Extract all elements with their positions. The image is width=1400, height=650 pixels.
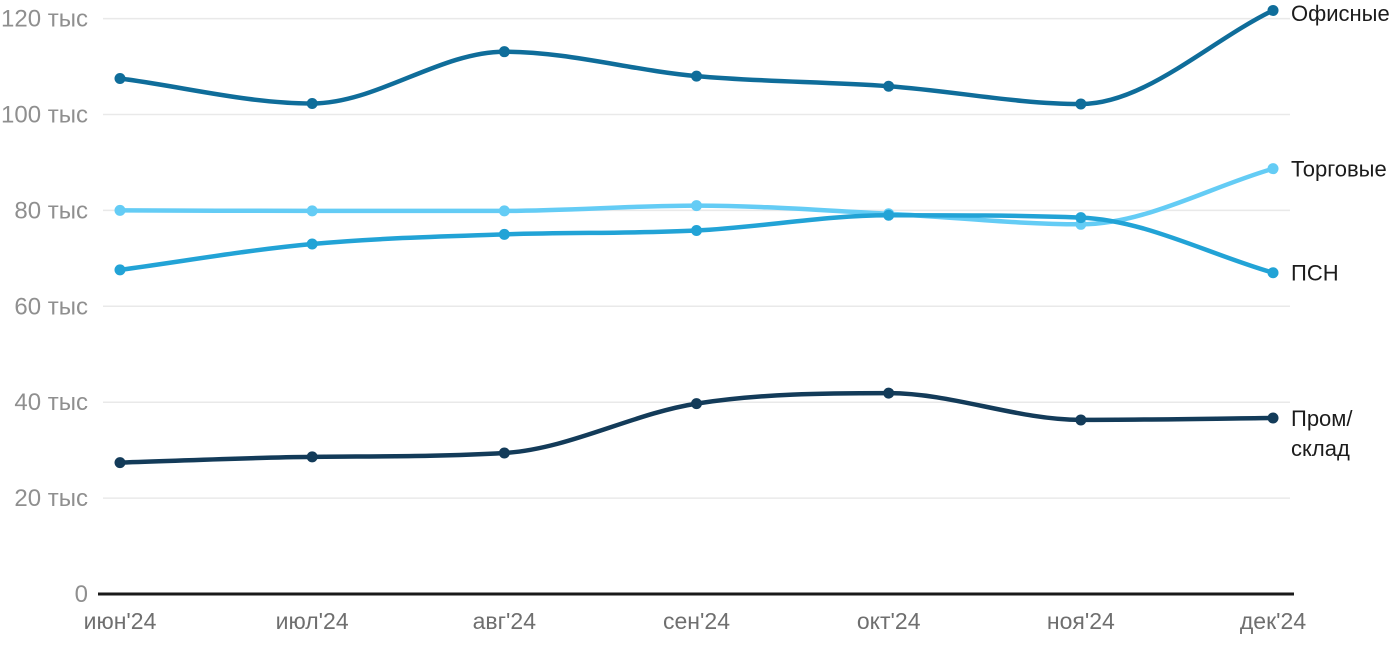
y-tick-label-80: 80 тыс — [14, 197, 88, 224]
series-point-industrial-5 — [1075, 414, 1087, 426]
series-psn: ПСН — [114, 209, 1339, 286]
y-tick-label-40: 40 тыс — [14, 389, 88, 416]
series-point-offices-4 — [883, 80, 895, 92]
series-point-industrial-1 — [306, 451, 318, 463]
series-point-psn-5 — [1075, 212, 1087, 224]
x-tick-label-5: ноя'24 — [1047, 608, 1115, 634]
series-point-psn-1 — [306, 238, 318, 250]
y-tick-label-0: 0 — [75, 581, 88, 608]
x-axis-tick-labels: июн'24 июл'24 авг'24 сен'24 окт'24 ноя'24 дек'… — [84, 608, 1307, 634]
y-axis-tick-labels: 120 тыс 100 тыс 80 тыс 60 тыс 40 тыс 20 тыс 0 — [1, 6, 88, 608]
series-point-offices-0 — [114, 73, 126, 85]
x-tick-label-3: сен'24 — [663, 608, 730, 634]
series-point-psn-0 — [114, 264, 126, 276]
series-point-offices-2 — [498, 46, 510, 58]
series-industrial: Пром/склад — [114, 387, 1353, 469]
series-point-retail-6 — [1267, 163, 1279, 175]
series-point-industrial-6 — [1267, 412, 1279, 424]
series-end-label-industrial-line2: склад — [1291, 436, 1350, 461]
x-tick-label-0: июн'24 — [84, 608, 157, 634]
series-point-psn-4 — [883, 209, 895, 221]
series-offices: Офисные — [114, 1, 1390, 110]
series-point-retail-3 — [691, 200, 703, 212]
series-point-retail-2 — [498, 205, 510, 217]
series-point-retail-1 — [306, 205, 318, 217]
series-point-psn-6 — [1267, 267, 1279, 279]
series-point-industrial-2 — [498, 447, 510, 459]
series-point-offices-3 — [691, 70, 703, 82]
series-line-offices — [117, 8, 1276, 107]
series-line-retail — [117, 166, 1276, 227]
y-tick-label-120: 120 тыс — [1, 6, 88, 33]
series-point-retail-0 — [114, 204, 126, 216]
gridlines — [103, 17, 1290, 499]
x-tick-label-4: окт'24 — [857, 608, 921, 634]
series-retail: Торговые — [114, 157, 1387, 230]
series-point-offices-5 — [1075, 98, 1087, 110]
y-tick-label-20: 20 тыс — [14, 485, 88, 512]
series-point-industrial-4 — [883, 387, 895, 399]
series-point-offices-6 — [1267, 4, 1279, 16]
y-tick-label-100: 100 тыс — [1, 102, 88, 129]
series-point-psn-2 — [498, 228, 510, 240]
series-point-psn-3 — [691, 225, 703, 237]
series-end-label-retail: Торговые — [1291, 157, 1387, 182]
series-end-label-offices: Офисные — [1291, 1, 1390, 26]
series-point-offices-1 — [306, 97, 318, 109]
series-point-industrial-3 — [691, 398, 703, 410]
y-tick-label-60: 60 тыс — [14, 293, 88, 320]
series-point-industrial-0 — [114, 457, 126, 469]
x-tick-label-1: июл'24 — [276, 608, 349, 634]
series-end-label-psn: ПСН — [1291, 261, 1339, 286]
x-tick-label-6: дек'24 — [1240, 608, 1306, 634]
series-end-label-industrial-line1: Пром/ — [1291, 406, 1353, 431]
x-tick-label-2: авг'24 — [473, 608, 537, 634]
